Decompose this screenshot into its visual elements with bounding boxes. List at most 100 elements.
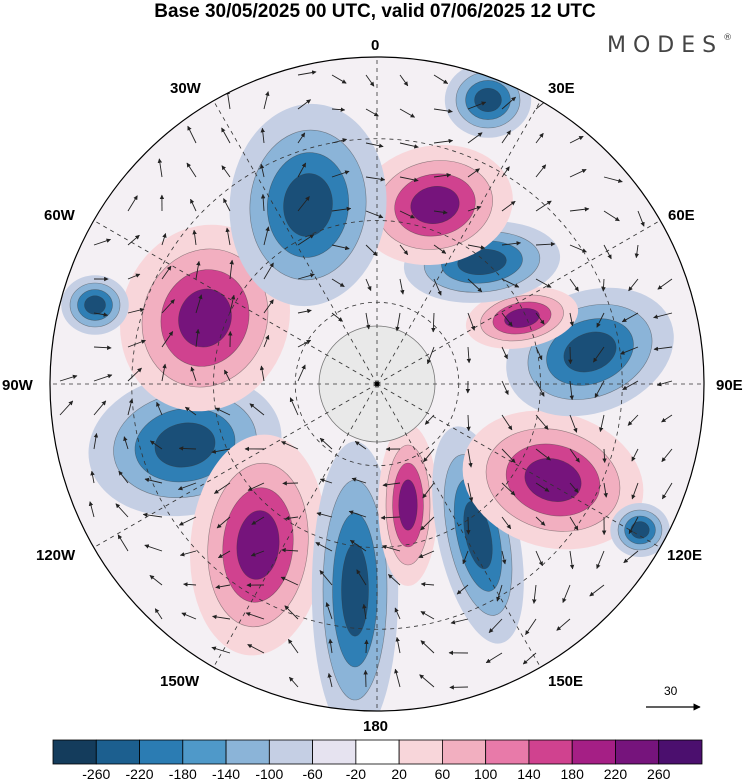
- wind-vector: [161, 299, 175, 314]
- wind-vector: [569, 414, 578, 433]
- wind-vector: [656, 380, 673, 387]
- wind-vector: [628, 516, 639, 535]
- wind-vector: [212, 614, 231, 620]
- wind-vector: [229, 294, 236, 314]
- wind-vector: [154, 608, 163, 620]
- wind-vector: [263, 262, 274, 280]
- wind-vector: [556, 618, 571, 631]
- wind-vector: [634, 244, 640, 259]
- wind-vector: [569, 244, 587, 253]
- wind-vector: [93, 432, 99, 450]
- wind-vector: [603, 244, 612, 260]
- wind-vector: [394, 607, 401, 620]
- wind-vector: [382, 482, 401, 488]
- wind-vector: [144, 477, 163, 484]
- wind-vector: [348, 510, 367, 518]
- wind-vector: [215, 407, 231, 416]
- colorbar-swatch: [571, 739, 616, 765]
- wind-vector: [331, 244, 350, 251]
- wind-vector: [127, 234, 140, 246]
- wind-vector: [569, 550, 575, 570]
- wind-vector: [259, 365, 265, 382]
- wind-vector: [569, 516, 579, 531]
- wind-vector: [281, 441, 299, 450]
- wind-vector: [535, 414, 549, 430]
- negative-anomaly-center: [444, 62, 532, 138]
- meridian-line: [213, 100, 378, 385]
- wind-vector: [263, 226, 270, 246]
- lon-label-180: 180: [363, 718, 389, 735]
- wind-vector: [488, 618, 503, 633]
- wind-vector: [127, 398, 134, 416]
- wind-vector: [394, 668, 401, 688]
- wind-vector: [467, 278, 483, 293]
- wind-vector: [589, 584, 605, 597]
- wind-vector: [297, 308, 312, 314]
- wind-vector: [399, 142, 419, 149]
- wind-vector: [223, 198, 231, 212]
- wind-vector: [250, 550, 265, 557]
- wind-vector: [331, 312, 343, 322]
- wind-vector: [365, 176, 386, 182]
- positive-anomaly-center: [378, 424, 438, 586]
- wind-vector: [420, 611, 435, 620]
- lon-label-60w: 60W: [44, 207, 75, 224]
- wind-vector: [380, 515, 401, 520]
- lon-label-120e: 120E: [667, 547, 703, 564]
- wind-vector: [319, 570, 333, 586]
- wind-vector: [501, 380, 509, 396]
- colorbar-swatch: [658, 739, 703, 765]
- wind-vector: [603, 482, 608, 498]
- wind-vector: [260, 193, 266, 212]
- wind-vector: [328, 638, 333, 654]
- wind-vector: [327, 672, 333, 688]
- wind-vector: [467, 132, 483, 144]
- wind-vector: [127, 367, 142, 382]
- meridian-line: [376, 100, 541, 385]
- wind-vector: [395, 636, 401, 654]
- wind-vector: [535, 482, 550, 492]
- wind-vector: [399, 244, 409, 256]
- wind-vector: [522, 652, 537, 665]
- wind-vector: [287, 639, 299, 654]
- wind-vector: [221, 127, 231, 144]
- wind-vector: [259, 163, 265, 178]
- wind-vector: [177, 482, 197, 491]
- wind-vector: [251, 516, 265, 525]
- wind-vector: [297, 132, 306, 144]
- colorbar-swatch: [182, 739, 227, 765]
- wind-vector: [365, 142, 384, 148]
- wind-vector: [628, 278, 639, 292]
- wind-vector: [263, 334, 270, 348]
- wind-vector: [535, 516, 546, 526]
- wind-vector: [661, 482, 673, 500]
- wind-vector: [325, 602, 333, 620]
- wind-vector: [331, 107, 346, 112]
- wind-vector: [161, 233, 167, 246]
- wind-vector: [388, 574, 401, 586]
- wind-vector: [619, 346, 639, 355]
- wind-vector: [395, 312, 401, 332]
- wind-vector: [525, 618, 537, 636]
- wind-vector: [127, 195, 138, 212]
- wind-vector: [186, 162, 197, 178]
- wind-vector: [356, 569, 367, 586]
- wind-vector: [569, 448, 580, 463]
- wind-vector: [623, 550, 639, 564]
- wind-vector: [365, 210, 384, 219]
- south-pole-marker: [374, 381, 380, 387]
- wind-vector: [569, 135, 584, 144]
- colorbar-tick-label: 20: [391, 766, 407, 782]
- lon-label-150e: 150E: [548, 673, 584, 690]
- wind-vector: [535, 550, 543, 567]
- wind-vector: [532, 584, 537, 604]
- wind-vector: [467, 482, 474, 502]
- wind-vectors: [59, 70, 673, 690]
- wind-vector: [161, 363, 167, 382]
- wind-vector: [501, 516, 512, 530]
- wind-vector: [501, 130, 511, 144]
- wind-vector: [637, 210, 645, 227]
- wind-vector: [263, 91, 270, 110]
- wind-vector: [621, 312, 639, 323]
- wind-vector: [319, 437, 333, 450]
